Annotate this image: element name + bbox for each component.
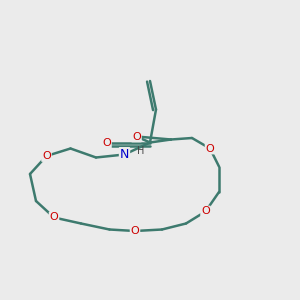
Text: O: O xyxy=(42,151,51,161)
Text: O: O xyxy=(130,226,140,236)
Text: O: O xyxy=(50,212,58,223)
Text: H: H xyxy=(137,146,145,157)
Text: O: O xyxy=(102,137,111,148)
Text: O: O xyxy=(201,206,210,217)
Text: N: N xyxy=(120,148,129,161)
Text: O: O xyxy=(132,131,141,142)
Text: O: O xyxy=(206,143,214,154)
